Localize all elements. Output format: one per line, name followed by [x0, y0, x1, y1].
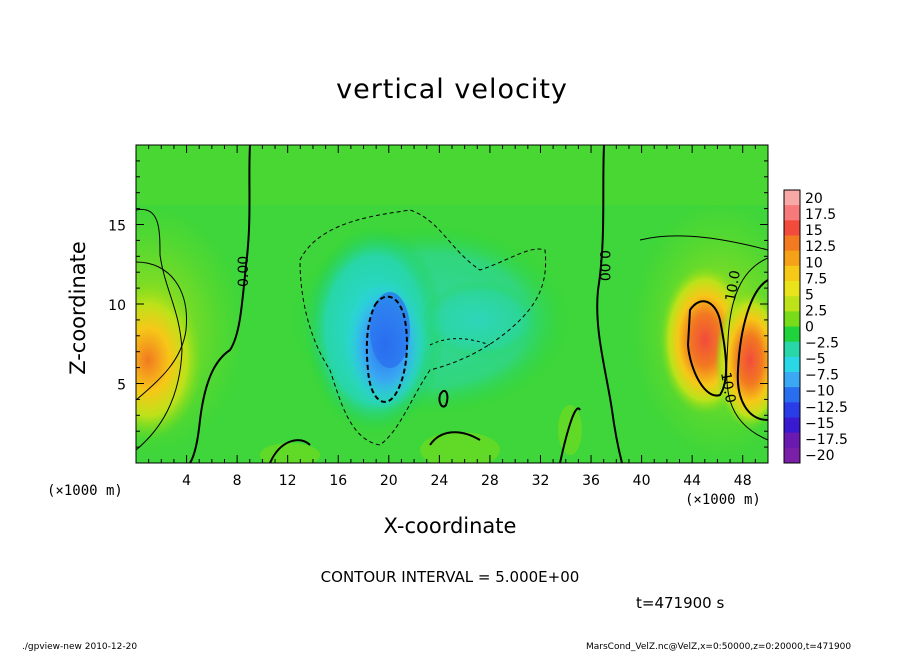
colorbar-swatch — [784, 235, 800, 252]
colorbar-label: −17.5 — [805, 432, 848, 448]
colorbar-label: 17.5 — [805, 207, 836, 223]
colorbar-label: −2.5 — [805, 336, 839, 352]
colorbar-label: 15 — [805, 223, 823, 239]
colorbar-swatch — [784, 372, 800, 388]
colorbar-label: 5 — [805, 287, 814, 303]
x-tick-label: 32 — [532, 473, 550, 489]
colorbar-swatch — [784, 432, 800, 449]
colorbar-label: −20 — [805, 448, 835, 464]
colorbar-label: −12.5 — [805, 400, 848, 416]
x-tick-label: 24 — [430, 473, 448, 489]
colorbar-label: −7.5 — [805, 368, 839, 384]
colorbar-swatch — [784, 402, 800, 418]
chart-title: vertical velocity — [336, 74, 568, 105]
x-tick-label: 4 — [182, 473, 191, 489]
x-axis-label: X-coordinate — [383, 514, 517, 538]
time-label: t=471900 s — [636, 594, 725, 612]
contour-lines — [136, 145, 768, 463]
x-tick-label: 40 — [633, 473, 651, 489]
colorbar-swatch — [784, 326, 800, 343]
colorbar-swatch — [784, 387, 800, 403]
contour-interval-label: CONTOUR INTERVAL = 5.000E+00 — [320, 568, 580, 586]
x-unit-label: (×1000 m) — [685, 492, 761, 508]
x-tick-label: 44 — [683, 473, 701, 489]
colorbar-label: −10 — [805, 384, 835, 400]
x-tick-label: 36 — [582, 473, 600, 489]
colorbar-swatch — [784, 265, 800, 282]
colorbar-swatch — [784, 220, 800, 236]
x-tick-label: 48 — [734, 473, 752, 489]
colorbar-swatch — [784, 311, 800, 327]
contour-label: 10.0 — [723, 269, 744, 302]
y-tick-label: 5 — [117, 378, 126, 394]
colorbar-swatch — [784, 417, 800, 434]
colorbar-label: 2.5 — [805, 303, 827, 319]
colorbar-swatch — [784, 356, 800, 373]
colorbar-label: 12.5 — [805, 239, 836, 255]
y-tick-label: 15 — [108, 219, 126, 235]
contour-label: 0.00 — [596, 250, 612, 281]
x-tick-label: 8 — [233, 473, 242, 489]
heatmap-field — [136, 145, 768, 463]
colorbar-label: 10 — [805, 255, 823, 271]
colorbar-swatch — [784, 447, 800, 464]
colorbar-swatch — [784, 190, 800, 206]
x-unit-label: (×1000 m) — [47, 483, 123, 499]
x-tick-label: 28 — [481, 473, 499, 489]
colorbar-swatch — [784, 281, 800, 297]
contour-label: 10.0 — [717, 371, 738, 404]
footer-left: ./gpview-new 2010-12-20 — [22, 642, 138, 652]
contour-label: 0.00 — [236, 256, 252, 287]
colorbar-label: 20 — [805, 191, 823, 207]
footer-right: MarsCond_VelZ.nc@VelZ,x=0:50000,z=0:2000… — [586, 642, 852, 652]
x-tick-label: 12 — [279, 473, 297, 489]
colorbar-label: 7.5 — [805, 271, 827, 287]
colorbar-label: −5 — [805, 352, 826, 368]
colorbar-swatch — [784, 296, 800, 312]
colorbar-label: 0 — [805, 320, 814, 336]
colorbar-swatch — [784, 341, 800, 358]
colorbar: 2017.51512.5107.552.50−2.5−5−7.5−10−12.5… — [783, 189, 848, 464]
colorbar-swatch — [784, 250, 800, 267]
x-tick-label: 20 — [380, 473, 398, 489]
colorbar-swatch — [784, 205, 800, 221]
colorbar-frame — [783, 189, 801, 464]
colorbar-label: −15 — [805, 416, 835, 432]
y-axis-label: Z-coordinate — [66, 241, 90, 375]
y-tick-label: 10 — [108, 298, 126, 314]
x-tick-label: 16 — [329, 473, 347, 489]
